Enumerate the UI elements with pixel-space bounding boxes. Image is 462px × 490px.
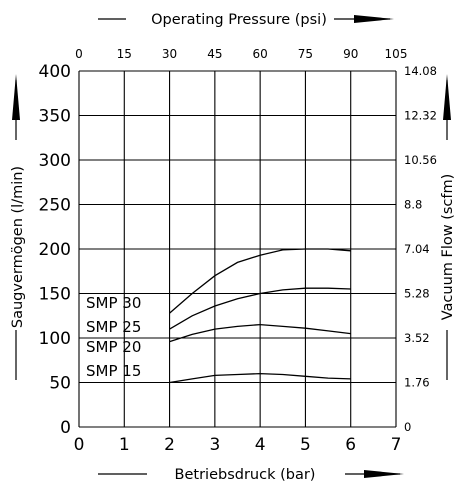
- series-label: SMP 30: [86, 294, 141, 312]
- series-line-4: [169, 372, 351, 384]
- x-top-tick-label: 90: [343, 47, 358, 61]
- y-right-tick-label: 7.04: [404, 242, 430, 256]
- y-right-tick-label: 0: [404, 420, 411, 434]
- y-tick-label: 150: [39, 285, 71, 305]
- x-tick-label: 7: [391, 435, 402, 455]
- y-right-tick-label: 14.08: [404, 64, 437, 78]
- x-top-tick-label: 45: [207, 47, 222, 61]
- series-label: SMP 20: [86, 338, 141, 356]
- y-tick-label: 300: [39, 151, 71, 171]
- y-axis-title: Saugvermögen (l/min): [10, 166, 26, 328]
- x-top-tick-label: 30: [162, 47, 177, 61]
- y-right-axis-title: Vacuum Flow (scfm): [440, 174, 456, 321]
- axis-titles: Betriebsdruck (bar) Operating Pressure (…: [10, 12, 456, 483]
- y-tick-label: 200: [39, 240, 71, 260]
- y-tick-label: 0: [60, 418, 71, 438]
- series-line-3: [169, 323, 351, 343]
- y-right-tick-label: 12.32: [404, 109, 437, 123]
- y-right-tick-label: 3.52: [404, 331, 430, 345]
- y-tick-label: 50: [49, 374, 71, 394]
- series-label: SMP 25: [86, 318, 141, 336]
- series-line-1: [169, 248, 351, 314]
- x-tick-label: 3: [209, 435, 220, 455]
- x-top-tick-label: 60: [253, 47, 268, 61]
- x-top-tick-label: 0: [75, 47, 83, 61]
- axis-decorations: [12, 15, 451, 478]
- x-tick-label: 1: [119, 435, 130, 455]
- series-label: SMP 15: [86, 362, 141, 380]
- x-tick-label: 4: [255, 435, 266, 455]
- y-right-tick-label: 10.56: [404, 153, 437, 167]
- y-tick-label: 350: [39, 107, 71, 127]
- series-labels: SMP 30 SMP 25 SMP 20 SMP 15: [86, 294, 141, 380]
- x-tick-label: 5: [300, 435, 311, 455]
- x-top-tick-label: 75: [298, 47, 313, 61]
- y-right-tick-label: 8.8: [404, 198, 422, 212]
- y-tick-label: 400: [39, 62, 71, 82]
- series-lines: [169, 248, 351, 384]
- x-tick-label: 0: [74, 435, 85, 455]
- x-top-tick-label: 105: [385, 47, 408, 61]
- x-axis-title: Betriebsdruck (bar): [175, 467, 316, 483]
- x-tick-label: 2: [164, 435, 175, 455]
- x-tick-label: 6: [345, 435, 356, 455]
- y-right-tick-label: 5.28: [404, 287, 430, 301]
- y-tick-label: 100: [39, 329, 71, 349]
- tick-labels: 0 1 2 3 4 5 6 70 15 30 45 60 75 90 1050501001502002503…: [39, 47, 437, 455]
- y-right-tick-label: 1.76: [404, 376, 430, 390]
- y-tick-label: 250: [39, 196, 71, 216]
- series-line-2: [169, 287, 351, 330]
- x-top-tick-label: 15: [117, 47, 132, 61]
- x-top-axis-title: Operating Pressure (psi): [151, 12, 327, 28]
